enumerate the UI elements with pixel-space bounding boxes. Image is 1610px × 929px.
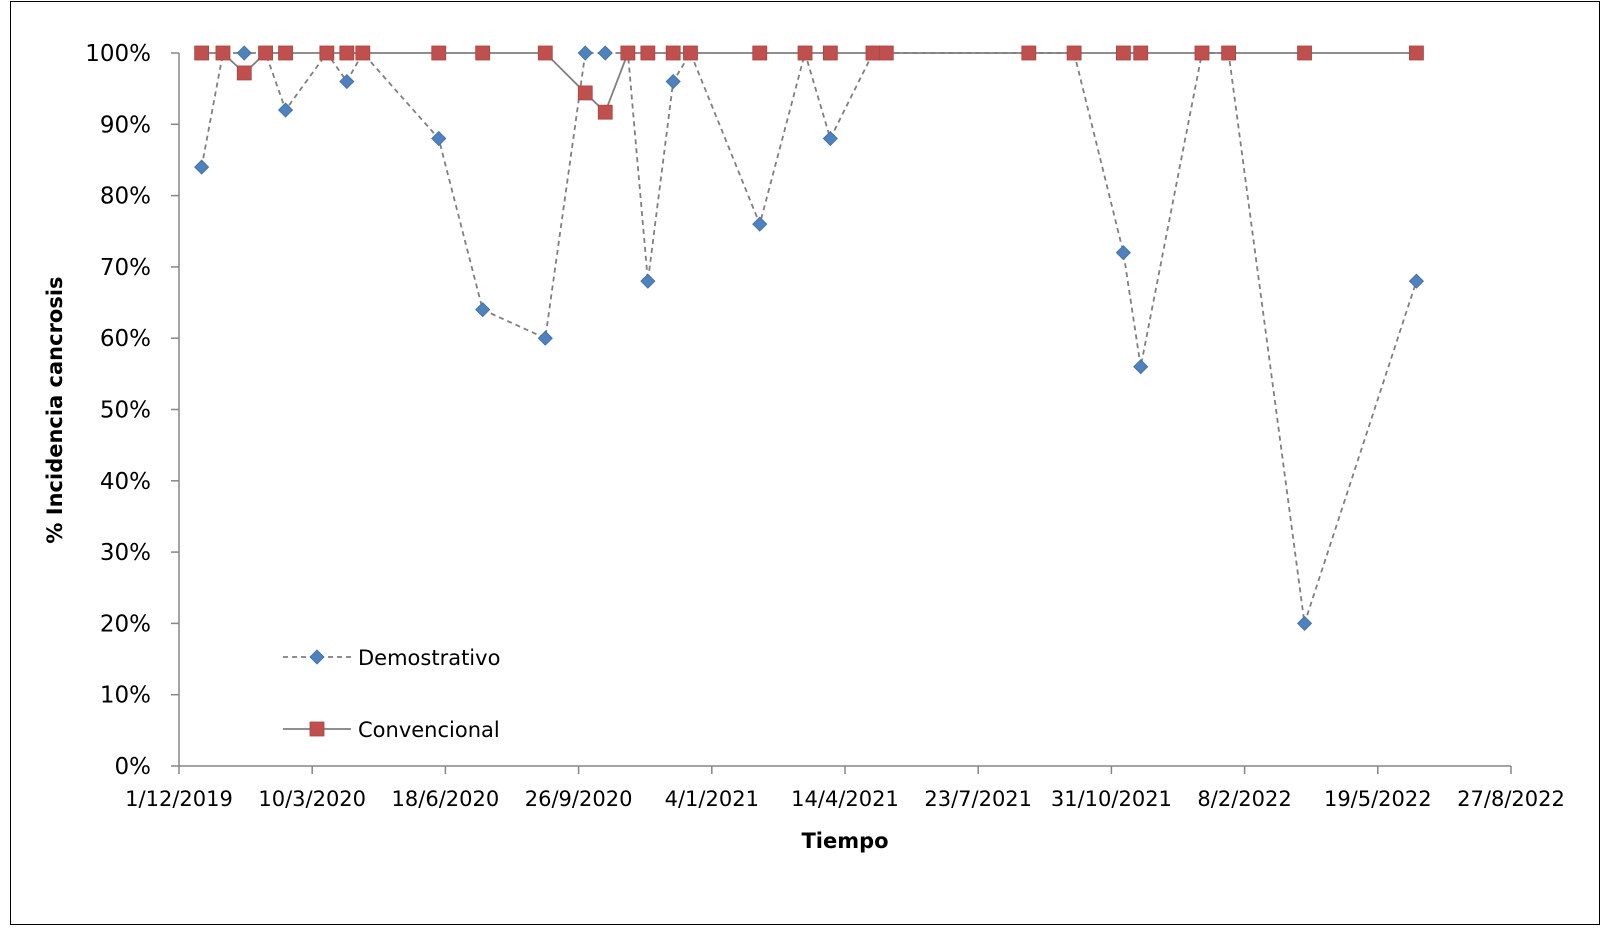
data-point — [236, 45, 252, 61]
x-tick-label: 23/7/2021 — [924, 787, 1032, 811]
data-point — [665, 73, 681, 90]
series-layer — [194, 45, 1424, 631]
legend-item-demostrativo: Demostrativo — [283, 646, 500, 670]
data-point — [339, 73, 355, 90]
x-axis-title: Tiempo — [801, 829, 888, 853]
data-point — [577, 45, 593, 61]
y-tick-label: 100% — [85, 41, 151, 67]
data-point — [537, 45, 553, 61]
series-line — [201, 52, 1417, 114]
data-point — [1408, 273, 1424, 289]
y-tick-label: 30% — [100, 540, 151, 566]
series-convencional — [194, 45, 1424, 120]
y-tick-label: 10% — [100, 683, 151, 709]
data-point — [797, 45, 813, 61]
data-point — [752, 45, 768, 61]
series-demostrativo — [194, 45, 1424, 631]
data-point — [597, 45, 613, 61]
data-point — [431, 130, 447, 147]
data-point — [1194, 45, 1210, 61]
x-tick-label: 31/10/2021 — [1051, 787, 1172, 811]
x-tick-label: 18/6/2020 — [392, 787, 500, 811]
data-point — [319, 45, 335, 61]
data-point — [475, 302, 491, 318]
data-point — [822, 130, 838, 147]
data-point — [277, 102, 294, 118]
y-tick-label: 20% — [100, 611, 151, 637]
legend-marker — [309, 721, 325, 737]
x-tick-label: 10/3/2020 — [258, 787, 366, 811]
y-tick-label: 0% — [115, 754, 152, 780]
data-point — [236, 65, 252, 81]
data-point — [339, 45, 355, 61]
data-point — [1133, 359, 1149, 375]
x-tick-label: 27/8/2022 — [1457, 787, 1565, 811]
x-tick-label: 26/9/2020 — [525, 787, 633, 811]
x-tick-label: 4/1/2021 — [665, 787, 759, 811]
data-point — [640, 45, 656, 61]
y-tick-label: 40% — [100, 469, 151, 495]
data-point — [865, 45, 881, 61]
legend-label: Demostrativo — [358, 646, 500, 670]
y-axis-title: % Incidencia cancrosis — [43, 276, 67, 543]
y-tick-label: 70% — [100, 255, 151, 281]
chart-frame — [10, 1, 1600, 925]
data-point — [355, 45, 371, 61]
data-point — [620, 45, 636, 61]
y-tick-label: 60% — [100, 326, 151, 352]
data-point — [194, 159, 210, 175]
data-point — [1297, 45, 1312, 61]
data-point — [577, 85, 593, 101]
y-tick-label: 80% — [100, 184, 151, 210]
data-point — [752, 216, 768, 232]
x-tick-label: 14/4/2021 — [791, 787, 899, 811]
x-tick-label: 8/2/2022 — [1197, 787, 1291, 811]
y-tick-label: 50% — [100, 398, 151, 424]
data-point — [822, 45, 838, 61]
data-point — [1221, 45, 1237, 61]
data-point — [1115, 245, 1131, 261]
data-point — [431, 45, 447, 61]
data-point — [640, 273, 656, 289]
data-point — [475, 45, 491, 61]
data-point — [1115, 45, 1131, 61]
legend-item-convencional: Convencional — [283, 718, 500, 742]
legend-marker — [309, 649, 325, 665]
data-point — [1409, 45, 1424, 61]
data-point — [665, 45, 681, 61]
data-point — [1133, 45, 1149, 61]
data-point — [194, 45, 210, 61]
x-tick-label: 1/12/2019 — [125, 787, 233, 811]
data-point — [258, 45, 273, 61]
data-point — [1296, 615, 1313, 631]
series-line — [200, 49, 1418, 624]
data-point — [683, 45, 698, 61]
x-tick-label: 19/5/2022 — [1324, 787, 1432, 811]
data-point — [878, 45, 894, 61]
y-tick-label: 90% — [100, 112, 151, 138]
legend-label: Convencional — [358, 718, 500, 742]
data-point — [215, 45, 231, 61]
axes: 0% 10% 20% 30% 40% 50% 60% 70% 80% 90% 100% 1/12/20… — [85, 41, 1565, 811]
data-point — [597, 104, 613, 120]
data-point — [278, 45, 293, 61]
data-point — [537, 330, 553, 346]
legend: Demostrativo Convencional — [283, 646, 500, 742]
data-point — [1066, 45, 1082, 61]
data-point — [1021, 45, 1037, 61]
